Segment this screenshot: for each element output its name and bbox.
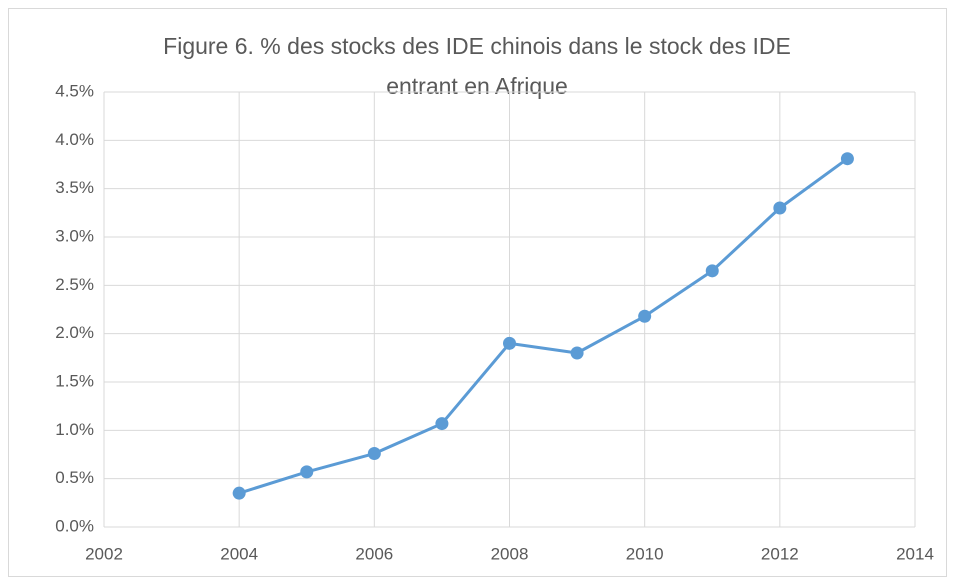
x-tick-label: 2014 [896,544,934,563]
y-tick-label: 1.0% [55,420,94,439]
y-tick-label: 4.0% [55,130,94,149]
x-tick-label: 2006 [355,544,393,563]
x-tick-label: 2008 [491,544,529,563]
x-tick-label: 2012 [761,544,799,563]
line [238,157,849,495]
x-tick-label: 2004 [220,544,258,563]
marker [705,264,719,278]
marker [773,201,787,215]
x-tick-label: 2002 [85,544,123,563]
chart-title: entrant en Afrique [386,73,568,99]
marker [367,447,381,461]
marker [435,417,449,431]
y-tick-label: 3.0% [55,226,94,245]
x-tick-label: 2010 [626,544,664,563]
y-tick-label: 1.5% [55,371,94,390]
y-tick-label: 0.5% [55,468,94,487]
marker [503,336,516,350]
marker [840,152,854,166]
y-tick-label: 4.5% [55,81,94,100]
marker [300,465,314,479]
chart-border [8,8,947,577]
marker [232,486,246,500]
marker [638,309,652,323]
chart-title: Figure 6. % des stocks des IDE chinois d… [163,33,791,59]
y-tick-label: 2.5% [55,275,94,294]
marker [570,346,584,360]
y-tick-label: 0.0% [55,516,94,535]
y-tick-label: 2.0% [55,323,94,342]
y-tick-label: 3.5% [55,178,94,197]
